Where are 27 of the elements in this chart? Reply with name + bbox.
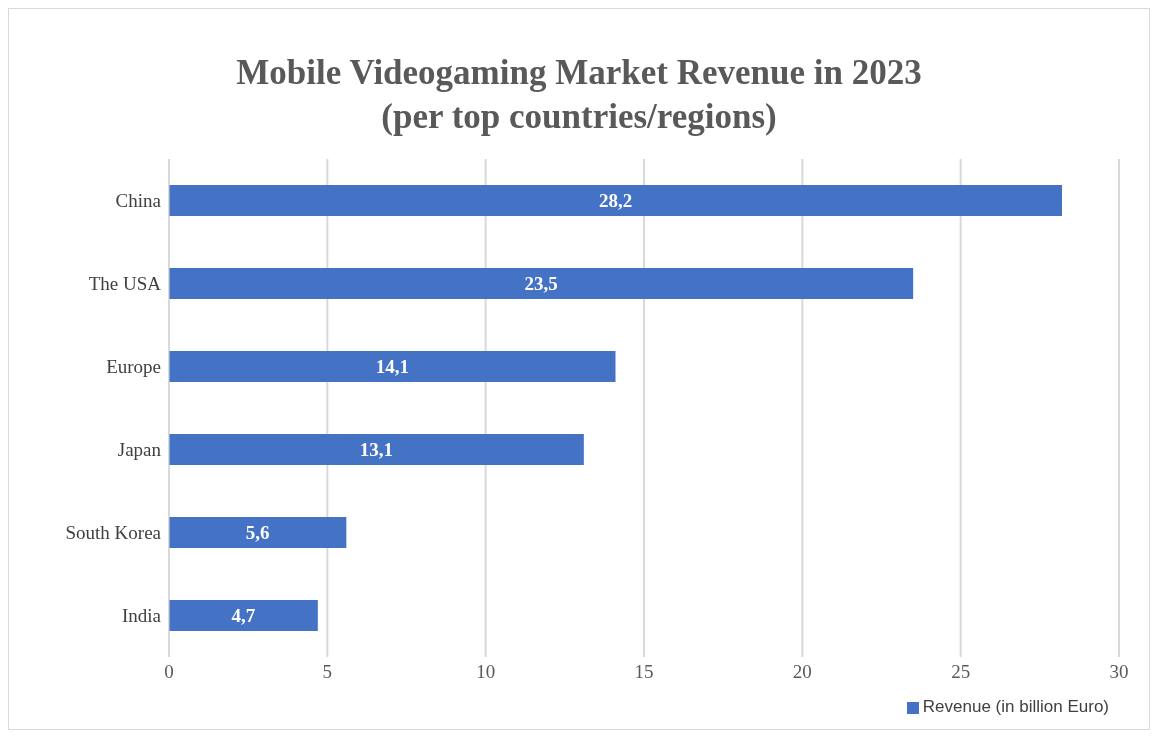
bar bbox=[169, 351, 616, 382]
data-label: 23,5 bbox=[524, 272, 558, 294]
data-label: 4,7 bbox=[231, 604, 256, 626]
data-label: 14,1 bbox=[375, 355, 409, 377]
x-tick-label: 0 bbox=[164, 661, 174, 683]
y-tick-label: The USA bbox=[88, 273, 162, 295]
x-tick-label: 20 bbox=[792, 661, 812, 683]
bar bbox=[169, 600, 318, 631]
y-tick-label: Europe bbox=[106, 356, 161, 378]
y-tick-label: India bbox=[121, 605, 162, 627]
y-tick-label: Japan bbox=[117, 439, 162, 461]
y-tick-label: China bbox=[115, 190, 162, 212]
chart-title: Mobile Videogaming Market Revenue in 2023 (per top countries/regions) bbox=[235, 52, 923, 138]
bar bbox=[169, 517, 347, 548]
data-label: 28,2 bbox=[598, 189, 633, 211]
data-label: 5,6 bbox=[245, 521, 270, 543]
bar bbox=[169, 434, 584, 465]
x-tick-label: 10 bbox=[476, 661, 496, 683]
legend-label: Revenue (in billion Euro) bbox=[922, 697, 1109, 716]
x-tick-label: 5 bbox=[322, 661, 333, 683]
x-tick-label: 15 bbox=[634, 661, 654, 683]
bar bbox=[169, 268, 914, 299]
x-tick-label: 30 bbox=[1109, 661, 1129, 683]
y-tick-label: South Korea bbox=[65, 522, 162, 544]
data-label: 13,1 bbox=[359, 438, 394, 460]
bar bbox=[169, 185, 1062, 216]
x-tick-label: 25 bbox=[951, 661, 971, 683]
